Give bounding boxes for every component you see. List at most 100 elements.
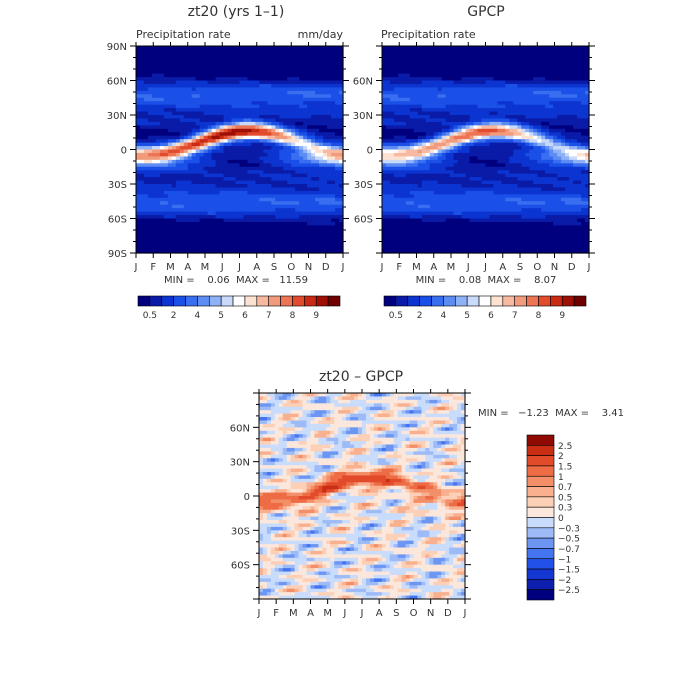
heatmap-cell xyxy=(183,201,189,206)
heatmap-cell xyxy=(187,52,193,57)
heatmap-cell xyxy=(251,66,257,71)
heatmap-cell xyxy=(473,170,479,175)
heatmap-cell xyxy=(323,208,328,213)
heatmap-cell xyxy=(449,132,455,137)
heatmap-cell xyxy=(279,228,284,233)
heatmap-cell xyxy=(151,201,157,206)
heatmap-cell xyxy=(477,80,483,85)
heatmap-cell xyxy=(327,63,332,68)
heatmap-cell xyxy=(139,221,145,226)
heatmap-cell xyxy=(393,135,399,140)
heatmap-cell xyxy=(437,204,443,209)
heatmap-cell xyxy=(445,59,451,64)
heatmap-cell xyxy=(271,132,276,137)
heatmap-cell xyxy=(183,242,189,247)
heatmap-cell xyxy=(155,87,161,92)
heatmap-cell xyxy=(389,232,395,237)
heatmap-cell xyxy=(323,52,328,57)
heatmap-cell xyxy=(243,132,249,137)
heatmap-cell xyxy=(195,83,201,88)
heatmap-cell xyxy=(477,152,483,157)
heatmap-cell xyxy=(489,149,495,154)
heatmap-cell xyxy=(449,80,455,85)
heatmap-cell xyxy=(457,73,463,78)
heatmap-cell xyxy=(339,197,344,202)
heatmap-cell xyxy=(251,249,257,254)
heatmap-cell xyxy=(461,215,467,220)
heatmap-cell xyxy=(401,156,407,161)
heatmap-cell xyxy=(303,208,308,213)
heatmap-cell xyxy=(385,125,391,130)
heatmap-cell xyxy=(243,159,249,164)
heatmap-cell xyxy=(175,187,181,192)
heatmap-cell xyxy=(139,49,145,54)
heatmap-cell xyxy=(271,184,276,189)
heatmap-cell xyxy=(299,187,304,192)
heatmap-cell xyxy=(139,63,145,68)
heatmap-cell xyxy=(429,166,435,171)
heatmap-cell xyxy=(323,204,328,209)
heatmap-cell xyxy=(259,115,264,120)
heatmap-cell xyxy=(279,239,284,244)
heatmap-cell xyxy=(187,239,193,244)
heatmap-cell xyxy=(199,46,205,51)
heatmap-cell xyxy=(295,46,300,51)
heatmap-cell xyxy=(327,173,332,178)
heatmap-cell xyxy=(477,149,483,154)
heatmap-cell xyxy=(243,111,249,116)
heatmap-cell xyxy=(287,246,292,251)
heatmap-cell xyxy=(235,187,241,192)
heatmap-cell xyxy=(255,128,260,133)
panel-gpcp-title: GPCP xyxy=(467,4,505,20)
heatmap-cell xyxy=(311,125,316,130)
heatmap-cell xyxy=(433,66,439,71)
heatmap-cell xyxy=(481,108,487,113)
heatmap-cell xyxy=(389,208,395,213)
heatmap-cell xyxy=(473,80,479,85)
heatmap-cell xyxy=(151,56,157,61)
colorbar-swatch xyxy=(197,295,210,307)
heatmap-cell xyxy=(215,97,221,102)
heatmap-cell xyxy=(493,194,499,199)
heatmap-cell xyxy=(247,152,253,157)
heatmap-cell xyxy=(287,221,292,226)
heatmap-cell xyxy=(175,177,181,182)
heatmap-cell xyxy=(477,52,483,57)
heatmap-cell xyxy=(223,142,229,147)
heatmap-cell xyxy=(227,121,233,126)
heatmap-cell xyxy=(263,215,268,220)
heatmap-cell xyxy=(219,166,225,171)
heatmap-cell xyxy=(139,225,145,230)
colorbar-label: 4 xyxy=(195,311,201,321)
heatmap-cell xyxy=(159,239,165,244)
heatmap-cell xyxy=(453,201,459,206)
heatmap-cell xyxy=(187,228,193,233)
heatmap-cell xyxy=(279,225,284,230)
heatmap-cell xyxy=(283,228,288,233)
heatmap-cell xyxy=(139,108,145,113)
heatmap-cell xyxy=(493,77,499,82)
heatmap-cell xyxy=(461,166,467,171)
heatmap-cell xyxy=(327,49,332,54)
heatmap-cell xyxy=(319,142,324,147)
heatmap-cell xyxy=(315,49,320,54)
heatmap-cell xyxy=(441,70,447,75)
heatmap-cell xyxy=(385,194,391,199)
heatmap-cell xyxy=(283,159,288,164)
heatmap-cell xyxy=(275,59,280,64)
heatmap-cell xyxy=(319,194,324,199)
heatmap-cell xyxy=(171,94,177,99)
heatmap-cell xyxy=(461,177,467,182)
heatmap-cell xyxy=(247,242,253,247)
heatmap-cell xyxy=(465,135,471,140)
heatmap-cell xyxy=(136,232,141,237)
heatmap-cell xyxy=(187,194,193,199)
heatmap-cell xyxy=(191,73,197,78)
heatmap-cell xyxy=(215,228,221,233)
y-tick-label: 0 xyxy=(121,146,127,157)
heatmap-cell xyxy=(295,177,300,182)
heatmap-cell xyxy=(323,83,328,88)
heatmap-cell xyxy=(327,194,332,199)
heatmap-cell xyxy=(299,239,304,244)
heatmap-cell xyxy=(291,170,296,175)
